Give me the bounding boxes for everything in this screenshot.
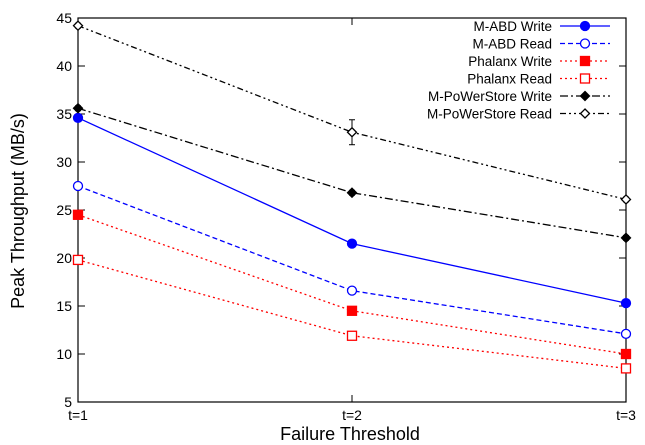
x-tick-label: t=2: [342, 407, 362, 423]
y-tick-label: 10: [56, 346, 72, 362]
y-tick-label: 30: [56, 154, 72, 170]
legend-item: M-ABD Write: [473, 19, 610, 34]
series-layer: [72, 20, 632, 374]
legend-marker: [579, 90, 591, 102]
legend-marker: [579, 73, 591, 84]
legend-label: Phalanx Write: [468, 54, 552, 69]
y-tick-label: 35: [56, 106, 72, 122]
data-point: [346, 285, 358, 296]
y-tick-label: 45: [56, 10, 72, 26]
y-axis-title: Peak Throughput (MB/s): [8, 113, 28, 309]
x-tick-label: t=1: [68, 407, 88, 423]
series-line: [77, 107, 627, 239]
data-point: [620, 363, 632, 374]
series-line: [77, 117, 627, 304]
y-tick-label: 25: [56, 202, 72, 218]
data-point: [72, 20, 84, 32]
data-point: [72, 209, 84, 220]
data-point: [72, 112, 84, 123]
data-point: [620, 348, 632, 360]
data-point: [72, 180, 84, 192]
legend: M-ABD Write M-ABD Read Phalanx Write Phalan…: [427, 19, 610, 122]
y-tick-label: 20: [56, 250, 72, 266]
data-point: [72, 254, 84, 266]
x-axis-title: Failure Threshold: [280, 424, 420, 444]
legend-marker: [579, 38, 591, 49]
series-line: [77, 25, 627, 201]
series-phalanx-read: [72, 254, 632, 374]
data-point: [346, 330, 358, 341]
y-tick-label: 15: [56, 298, 72, 314]
legend-item: M-ABD Read: [472, 37, 610, 52]
data-point: [346, 126, 358, 138]
legend-item: Phalanx Write: [468, 54, 610, 69]
data-point: [620, 297, 632, 309]
data-point: [346, 238, 358, 249]
data-point: [620, 194, 632, 205]
legend-item: M-PoWerStore Read: [427, 107, 610, 122]
legend-item: M-PoWerStore Write: [428, 89, 610, 104]
legend-item: Phalanx Read: [467, 72, 610, 87]
y-tick-label: 40: [56, 58, 72, 74]
series-phalanx-write: [72, 209, 632, 360]
y-tick-label: 5: [64, 394, 72, 410]
series-m-powerstore-read: [72, 20, 632, 205]
x-tick-label: t=3: [616, 407, 636, 423]
legend-label: M-PoWerStore Read: [427, 107, 552, 122]
legend-marker: [579, 108, 591, 119]
data-point: [620, 328, 632, 339]
legend-label: Phalanx Read: [467, 72, 552, 87]
data-point: [346, 187, 358, 199]
legend-marker: [579, 55, 591, 67]
series-line: [77, 185, 627, 335]
data-point: [620, 232, 632, 244]
legend-marker: [579, 20, 591, 32]
legend-label: M-PoWerStore Write: [428, 89, 552, 104]
y-axis-ticks: 5 10 15 20 25 30 35 40 45: [56, 10, 626, 410]
legend-label: M-ABD Write: [473, 19, 552, 34]
x-axis-ticks: t=1 t=2 t=3: [68, 18, 636, 423]
legend-label: M-ABD Read: [472, 37, 552, 52]
series-m-powerstore-write: [72, 102, 632, 244]
data-point: [72, 102, 84, 114]
data-point: [346, 305, 358, 316]
series-m-abd-read: [72, 180, 632, 339]
